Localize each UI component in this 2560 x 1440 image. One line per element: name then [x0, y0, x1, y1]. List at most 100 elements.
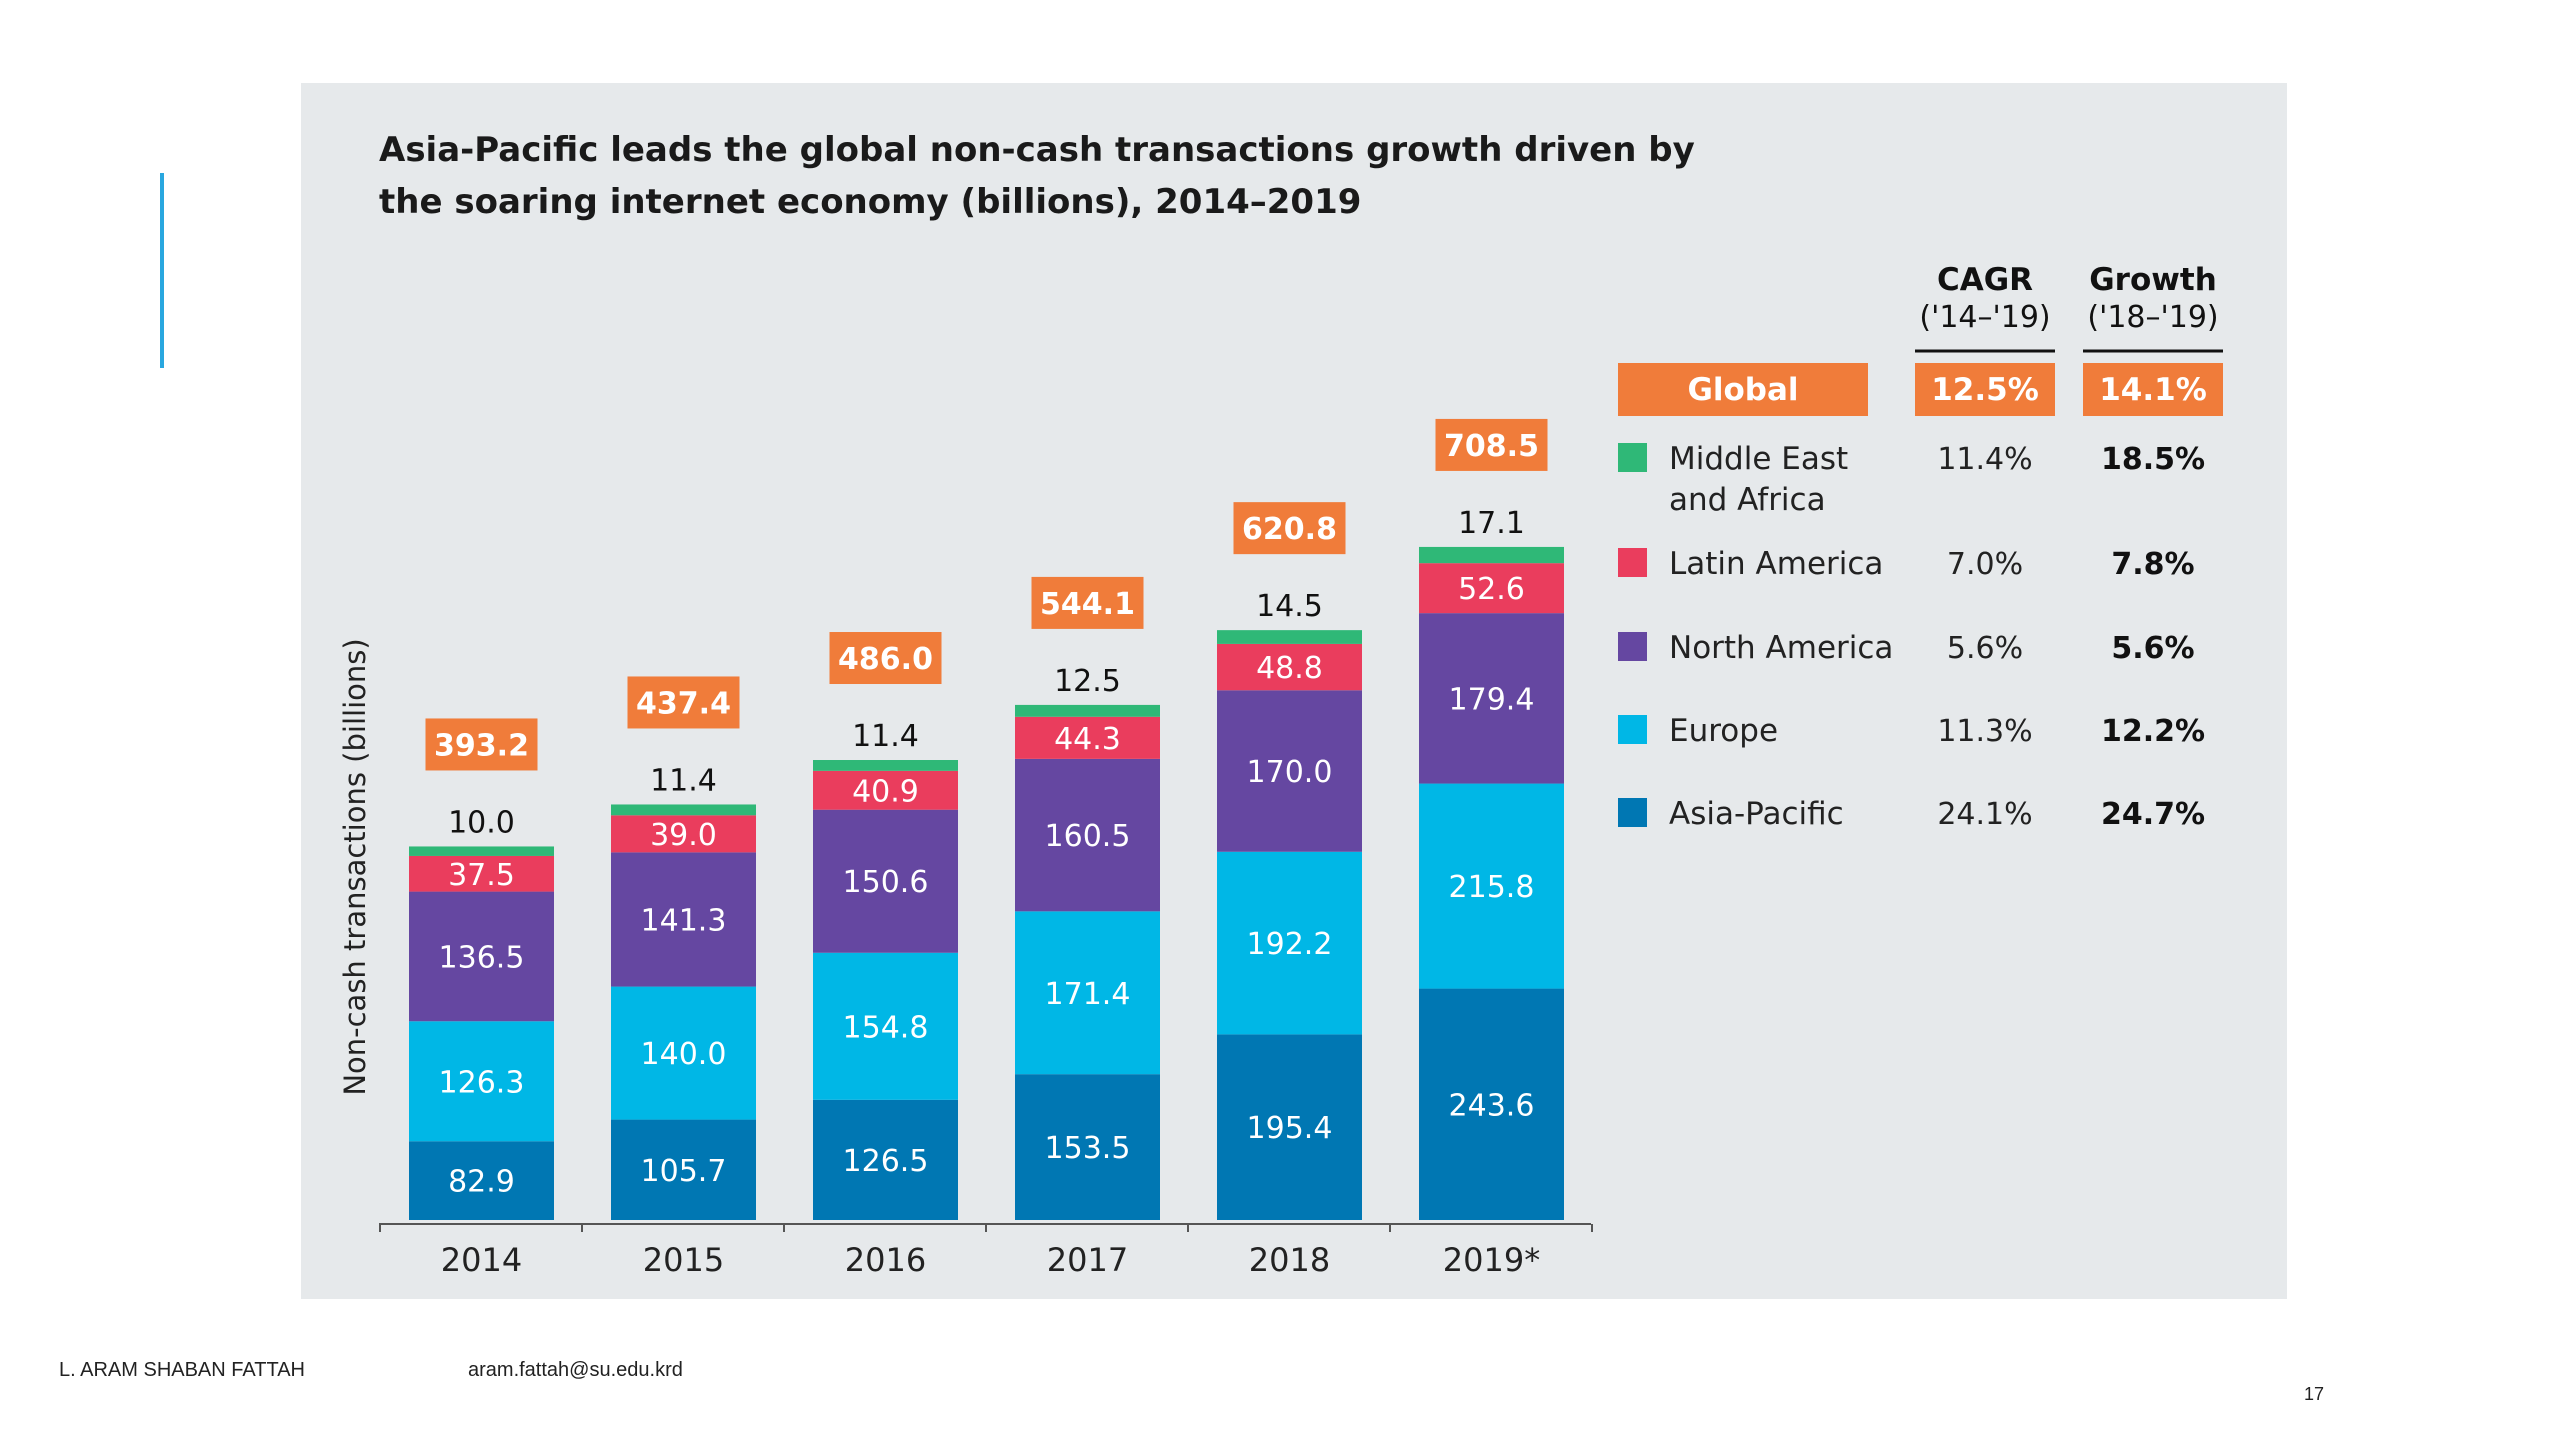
- data-label: 126.3: [439, 1065, 525, 1100]
- stacked-bar-chart: Asia-Pacific leads the global non-cash t…: [338, 130, 2223, 1279]
- data-label: 179.4: [1449, 682, 1535, 717]
- growth-value: 5.6%: [2111, 631, 2194, 666]
- data-label: 17.1: [1458, 506, 1525, 541]
- bar-segment: [611, 1119, 756, 1220]
- global-label-box: [1618, 363, 1868, 416]
- legend-swatch: [1618, 548, 1647, 577]
- bar-segment: [813, 952, 958, 1100]
- bar-segment: [1217, 630, 1362, 644]
- data-label: 40.9: [852, 774, 919, 809]
- legend-label: and Africa: [1669, 482, 1826, 518]
- legend-swatch: [1618, 632, 1647, 661]
- global-growth-box: [2083, 363, 2223, 416]
- global-cagr-box: [1915, 363, 2055, 416]
- bar-segment: [1015, 1074, 1160, 1220]
- data-label: 37.5: [448, 858, 515, 893]
- data-label: 11.4: [852, 719, 919, 754]
- data-label: 243.6: [1449, 1088, 1535, 1123]
- legend-label: Asia-Pacific: [1669, 796, 1844, 832]
- total-label-box: [627, 676, 740, 729]
- total-label: 437.4: [636, 686, 731, 721]
- slide-accent-line: [160, 173, 164, 368]
- legend-swatch: [1618, 798, 1647, 827]
- bar-segment: [1419, 546, 1564, 564]
- growth-header: Growth: [2089, 262, 2217, 298]
- data-label: 150.6: [843, 865, 929, 900]
- total-label: 544.1: [1040, 587, 1135, 622]
- growth-value: 12.2%: [2101, 714, 2205, 749]
- x-tick-label: 2016: [845, 1241, 926, 1279]
- bar-segment: [409, 1141, 554, 1220]
- data-label: 136.5: [439, 940, 525, 975]
- bar-segment: [611, 852, 756, 987]
- bar-segment: [1419, 613, 1564, 784]
- author-email: aram.fattah@su.edu.krd: [468, 1359, 683, 1381]
- bar-segment: [1217, 851, 1362, 1035]
- total-label: 486.0: [838, 642, 933, 677]
- bar-segment: [813, 809, 958, 953]
- data-label: 52.6: [1458, 572, 1525, 607]
- bar-segment: [1217, 690, 1362, 852]
- data-label: 195.4: [1247, 1111, 1333, 1146]
- total-label: 393.2: [434, 728, 529, 763]
- total-label-box: [1435, 418, 1548, 471]
- data-label: 154.8: [843, 1010, 929, 1045]
- bar-segment: [409, 846, 554, 856]
- growth-value: 7.8%: [2111, 547, 2194, 582]
- legend-label: Europe: [1669, 713, 1778, 749]
- x-tick-label: 2017: [1047, 1241, 1128, 1279]
- data-label: 192.2: [1247, 927, 1333, 962]
- growth-header-period: ('18–'19): [2087, 300, 2218, 335]
- total-label: 620.8: [1242, 512, 1337, 547]
- chart-panel: Asia-Pacific leads the global non-cash t…: [301, 83, 2287, 1299]
- bar-segment: [1015, 716, 1160, 759]
- global-cagr: 12.5%: [1931, 372, 2039, 408]
- data-label: 160.5: [1045, 819, 1131, 854]
- legend-label: Middle East: [1669, 441, 1848, 477]
- bar-segment: [611, 815, 756, 853]
- total-label-box: [425, 718, 538, 771]
- data-label: 141.3: [641, 903, 727, 938]
- bar-segment: [1015, 704, 1160, 717]
- data-label: 105.7: [641, 1154, 727, 1189]
- chart-title-line: Asia-Pacific leads the global non-cash t…: [379, 130, 1695, 170]
- global-label: Global: [1687, 372, 1798, 408]
- legend-swatch: [1618, 715, 1647, 744]
- bar-segment: [409, 1021, 554, 1142]
- global-growth: 14.1%: [2099, 372, 2207, 408]
- data-label: 215.8: [1449, 870, 1535, 905]
- bar-segment: [1015, 758, 1160, 912]
- data-label: 171.4: [1045, 977, 1131, 1012]
- bar-segment: [1217, 643, 1362, 691]
- bar-segment: [1419, 988, 1564, 1220]
- legend-label: Latin America: [1669, 546, 1883, 582]
- data-label: 44.3: [1054, 722, 1121, 757]
- total-label-box: [1233, 502, 1346, 555]
- data-label: 126.5: [843, 1144, 929, 1179]
- growth-value: 18.5%: [2101, 442, 2205, 477]
- growth-value: 24.7%: [2101, 797, 2205, 832]
- data-label: 48.8: [1256, 651, 1323, 686]
- total-label: 708.5: [1444, 429, 1539, 464]
- bar-segment: [813, 1099, 958, 1220]
- author-name: L. ARAM SHABAN FATTAH: [59, 1359, 305, 1381]
- bar-segment: [611, 804, 756, 816]
- total-label-box: [1031, 576, 1144, 629]
- bar-segment: [1419, 563, 1564, 614]
- data-label: 140.0: [641, 1037, 727, 1072]
- legend-label: North America: [1669, 630, 1893, 666]
- data-label: 82.9: [448, 1165, 515, 1200]
- bar-segment: [409, 855, 554, 892]
- bar-segment: [1419, 783, 1564, 989]
- data-label: 170.0: [1247, 755, 1333, 790]
- legend-swatch: [1618, 443, 1647, 472]
- data-label: 11.4: [650, 763, 717, 798]
- x-tick-label: 2019*: [1443, 1241, 1540, 1279]
- page-number: 17: [2304, 1384, 2325, 1404]
- bar-segment: [611, 986, 756, 1120]
- cagr-value: 11.4%: [1937, 442, 2032, 477]
- bar-segment: [813, 760, 958, 771]
- y-axis-label: Non-cash transactions (billions): [338, 638, 372, 1095]
- x-tick-label: 2014: [441, 1241, 522, 1279]
- bar-segment: [409, 891, 554, 1022]
